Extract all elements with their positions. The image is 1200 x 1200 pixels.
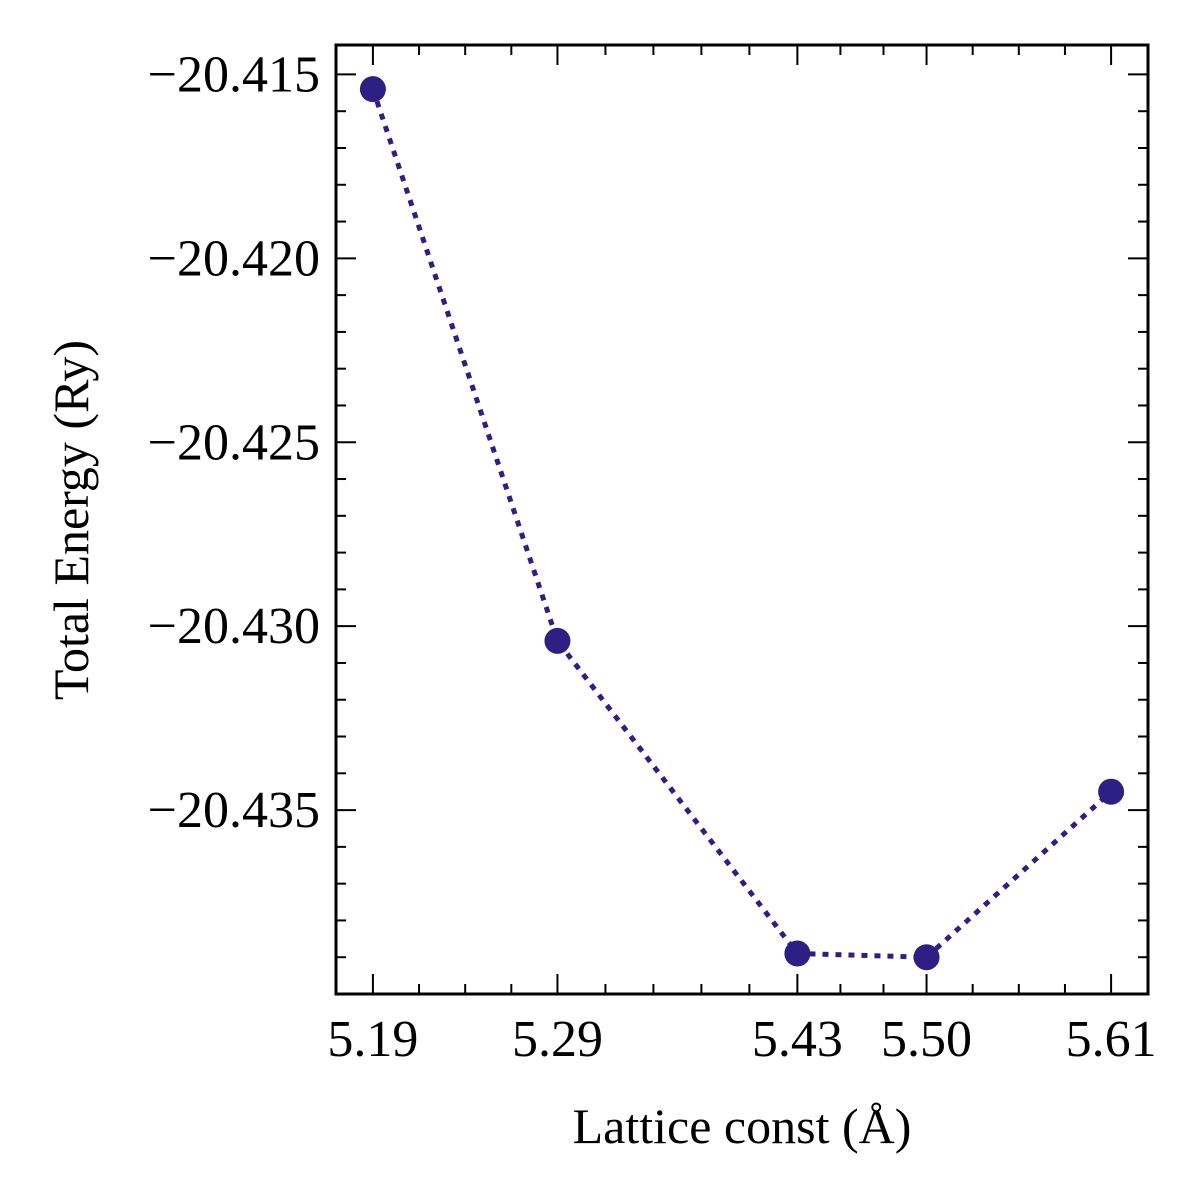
x-tick-label: 5.19 xyxy=(327,1011,418,1068)
data-point xyxy=(1098,778,1125,805)
y-tick-label: −20.415 xyxy=(148,46,320,103)
data-point xyxy=(784,940,811,967)
data-point xyxy=(913,944,940,971)
data-point xyxy=(359,76,386,103)
series-layer xyxy=(359,76,1125,971)
tick-labels-layer: −20.415 −20.420 −20.425 −20.430 −20.435 5.19 5… xyxy=(148,46,1157,1068)
y-tick-label: −20.430 xyxy=(148,598,320,655)
x-axis-label: Lattice const (Å) xyxy=(573,1098,912,1154)
y-tick-label: −20.425 xyxy=(148,414,320,471)
x-tick-label: 5.29 xyxy=(512,1011,603,1068)
y-axis-label: Total Energy (Ry) xyxy=(43,340,99,700)
x-tick-label: 5.61 xyxy=(1066,1011,1157,1068)
ticks-layer xyxy=(336,45,1148,995)
plot-frame xyxy=(334,43,1150,996)
y-tick-label: −20.420 xyxy=(148,230,320,287)
series-line xyxy=(370,88,1113,960)
data-point xyxy=(544,627,571,654)
y-tick-label: −20.435 xyxy=(148,782,320,839)
x-tick-label: 5.50 xyxy=(881,1011,972,1068)
x-tick-label: 5.43 xyxy=(752,1011,843,1068)
